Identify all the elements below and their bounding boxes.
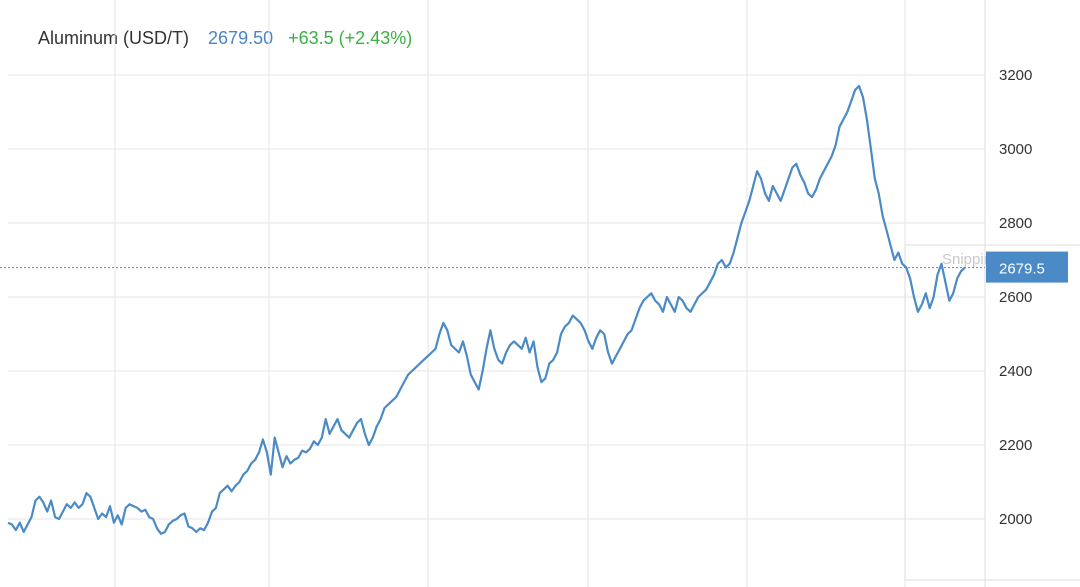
crosshair-panel-outline	[904, 244, 1080, 581]
horizontal-gridlines	[8, 74, 985, 520]
y-tick-label-3000: 3000	[999, 141, 1032, 158]
y-tick-label-2800: 2800	[999, 215, 1032, 232]
y-axis-ticks: 2000 2200 2400 2600 2800 3000 3200	[999, 67, 1032, 528]
y-tick-label-2200: 2200	[999, 437, 1032, 454]
series-line-aluminum[interactable]	[7, 85, 966, 535]
price-change: +63.5 (+2.43%)	[288, 28, 413, 48]
y-tick-label-2000: 2000	[999, 511, 1032, 528]
chart-header: Aluminum (USD/T) 2679.50 +63.5 (+2.43%)	[38, 28, 412, 49]
last-price-label-text: 2679.5	[999, 261, 1045, 278]
y-tick-label-2600: 2600	[999, 289, 1032, 306]
vertical-gridlines	[114, 0, 906, 587]
instrument-name: Aluminum (USD/T)	[38, 28, 190, 48]
crosshair-panel	[904, 244, 1080, 581]
y-tick-label-2400: 2400	[999, 363, 1032, 380]
y-tick-label-3200: 3200	[999, 67, 1032, 84]
current-price: 2679.50	[208, 28, 274, 48]
last-price-label: 2679.5	[986, 251, 1068, 283]
last-price-label-bg	[986, 251, 1068, 283]
